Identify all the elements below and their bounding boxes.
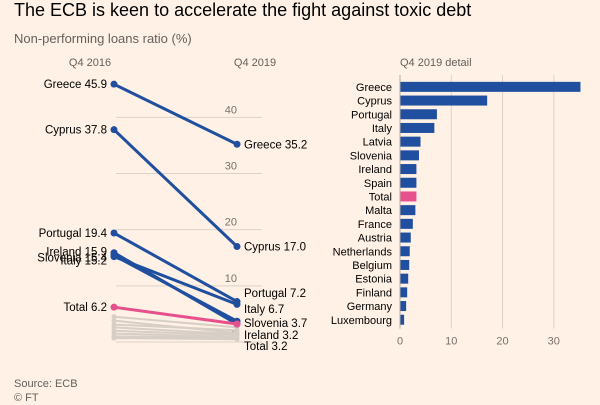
- bar-x-tick-label: 20: [496, 336, 508, 348]
- bar-italy: [400, 122, 435, 133]
- slope-point-other: [111, 318, 117, 324]
- slope-right-label-slovenia: Slovenia 3.7: [244, 318, 307, 330]
- bar-label-portugal: Portugal: [351, 109, 392, 121]
- slope-line-other: [113, 315, 238, 329]
- slope-line-cyprus: [112, 128, 239, 249]
- bar-malta: [400, 205, 416, 216]
- slope-line-other: [113, 323, 238, 332]
- bar-finland: [400, 287, 408, 298]
- bar-x-tick-label: 0: [397, 336, 403, 348]
- bar-belgium: [400, 259, 410, 270]
- slope-left-label-greece: Greece 45.9: [44, 79, 107, 91]
- chart-subtitle: Non-performing loans ratio (%): [14, 31, 192, 46]
- slope-point-italy: [233, 300, 241, 308]
- bar-label-finland: Finland: [356, 287, 392, 299]
- bar-greece: [400, 81, 581, 92]
- bar-chart-title: Q4 2019 detail: [400, 57, 472, 69]
- bar-latvia: [400, 136, 421, 147]
- source-note: Source: ECB © FT: [14, 377, 78, 405]
- bar-label-netherlands: Netherlands: [333, 246, 393, 258]
- slope-line-slovenia: [112, 253, 239, 323]
- slope-y-tick-label: 10: [225, 273, 237, 285]
- slope-header-q4-2016: Q4 2016: [69, 57, 111, 69]
- slope-right-label-total: Total 3.2: [244, 341, 287, 353]
- slope-point-cyprus: [110, 126, 118, 134]
- slope-point-other: [111, 314, 117, 320]
- bar-label-cyprus: Cyprus: [357, 96, 392, 108]
- slope-point-total: [233, 320, 241, 328]
- slope-left-label-italy: Italy 15.2: [60, 256, 107, 268]
- bar-spain: [400, 177, 417, 188]
- slope-line-other: [113, 335, 238, 339]
- slope-point-other: [234, 327, 240, 333]
- slope-left-label-cyprus: Cyprus 37.8: [45, 125, 107, 137]
- slope-right-label-ireland: Ireland 3.2: [244, 330, 298, 342]
- slope-right-label-greece: Greece 35.2: [244, 139, 307, 151]
- slope-left-label-ireland: Ireland 15.9: [46, 247, 107, 259]
- slope-left-label-portugal: Portugal 19.4: [39, 228, 108, 240]
- slope-point-total: [110, 303, 118, 311]
- bar-label-germany: Germany: [347, 301, 393, 313]
- bar-label-slovenia: Slovenia: [350, 150, 393, 162]
- slope-point-greece: [110, 80, 118, 88]
- bar-france: [400, 218, 413, 229]
- bar-label-italy: Italy: [372, 123, 393, 135]
- slope-line-other: [113, 337, 238, 341]
- bar-x-tick-label: 10: [445, 336, 457, 348]
- bar-label-total: Total: [369, 191, 392, 203]
- bar-austria: [400, 232, 411, 243]
- bar-label-france: France: [358, 219, 392, 231]
- bar-chart: Q4 2019 detail 0 10 20 30 Greece CyprusPortuga…: [331, 57, 581, 348]
- source-text: Source: ECB: [14, 378, 78, 390]
- slope-left-label-slovenia: Slovenia 15.4: [37, 252, 107, 264]
- bar-label-latvia: Latvia: [363, 137, 393, 149]
- slope-right-label-portugal: Portugal 7.2: [244, 288, 306, 300]
- bar-label-austria: Austria: [358, 233, 393, 245]
- bar-germany: [400, 301, 407, 312]
- credit-text: © FT: [14, 392, 39, 404]
- slope-line-italy: [112, 255, 239, 306]
- slope-point-cyprus: [233, 243, 241, 251]
- slope-y-tick-label: 30: [225, 160, 237, 172]
- chart-title: The ECB is keen to accelerate the fight …: [14, 0, 472, 20]
- bar-estonia: [400, 273, 409, 284]
- bar-netherlands: [400, 246, 410, 257]
- slope-line-other: [113, 329, 238, 337]
- bar-label-belgium: Belgium: [352, 260, 392, 272]
- bar-slovenia: [400, 150, 419, 161]
- bar-cyprus: [400, 95, 488, 106]
- bar-luxembourg: [400, 314, 405, 325]
- bar-total: [400, 191, 417, 202]
- slope-header-q4-2019: Q4 2019: [234, 57, 276, 69]
- bar-x-tick-label: 30: [548, 336, 560, 348]
- bar-label-spain: Spain: [364, 178, 392, 190]
- slope-point-greece: [233, 140, 241, 148]
- slope-point-portugal: [110, 229, 118, 237]
- slope-line-greece: [112, 82, 239, 146]
- slope-point-italy: [110, 253, 118, 261]
- slope-right-label-italy: Italy 6.7: [244, 304, 284, 316]
- slope-y-tick-label: 20: [225, 217, 237, 229]
- bar-label-malta: Malta: [365, 205, 393, 217]
- bar-label-luxembourg: Luxembourg: [331, 315, 392, 327]
- bar-label-greece: Greece: [356, 82, 392, 94]
- slope-line-total: [112, 305, 239, 326]
- slope-point-other: [111, 335, 117, 341]
- slope-left-label-total: Total 6.2: [64, 302, 107, 314]
- bar-label-estonia: Estonia: [355, 274, 393, 286]
- slope-y-tick-label: 40: [225, 104, 237, 116]
- bar-ireland: [400, 164, 417, 175]
- slope-point-other: [234, 336, 240, 342]
- bar-portugal: [400, 109, 437, 120]
- slope-right-label-cyprus: Cyprus 17.0: [244, 242, 306, 254]
- bar-label-ireland: Ireland: [358, 164, 392, 176]
- slope-line-portugal: [112, 231, 239, 304]
- slope-line-other: [113, 326, 238, 336]
